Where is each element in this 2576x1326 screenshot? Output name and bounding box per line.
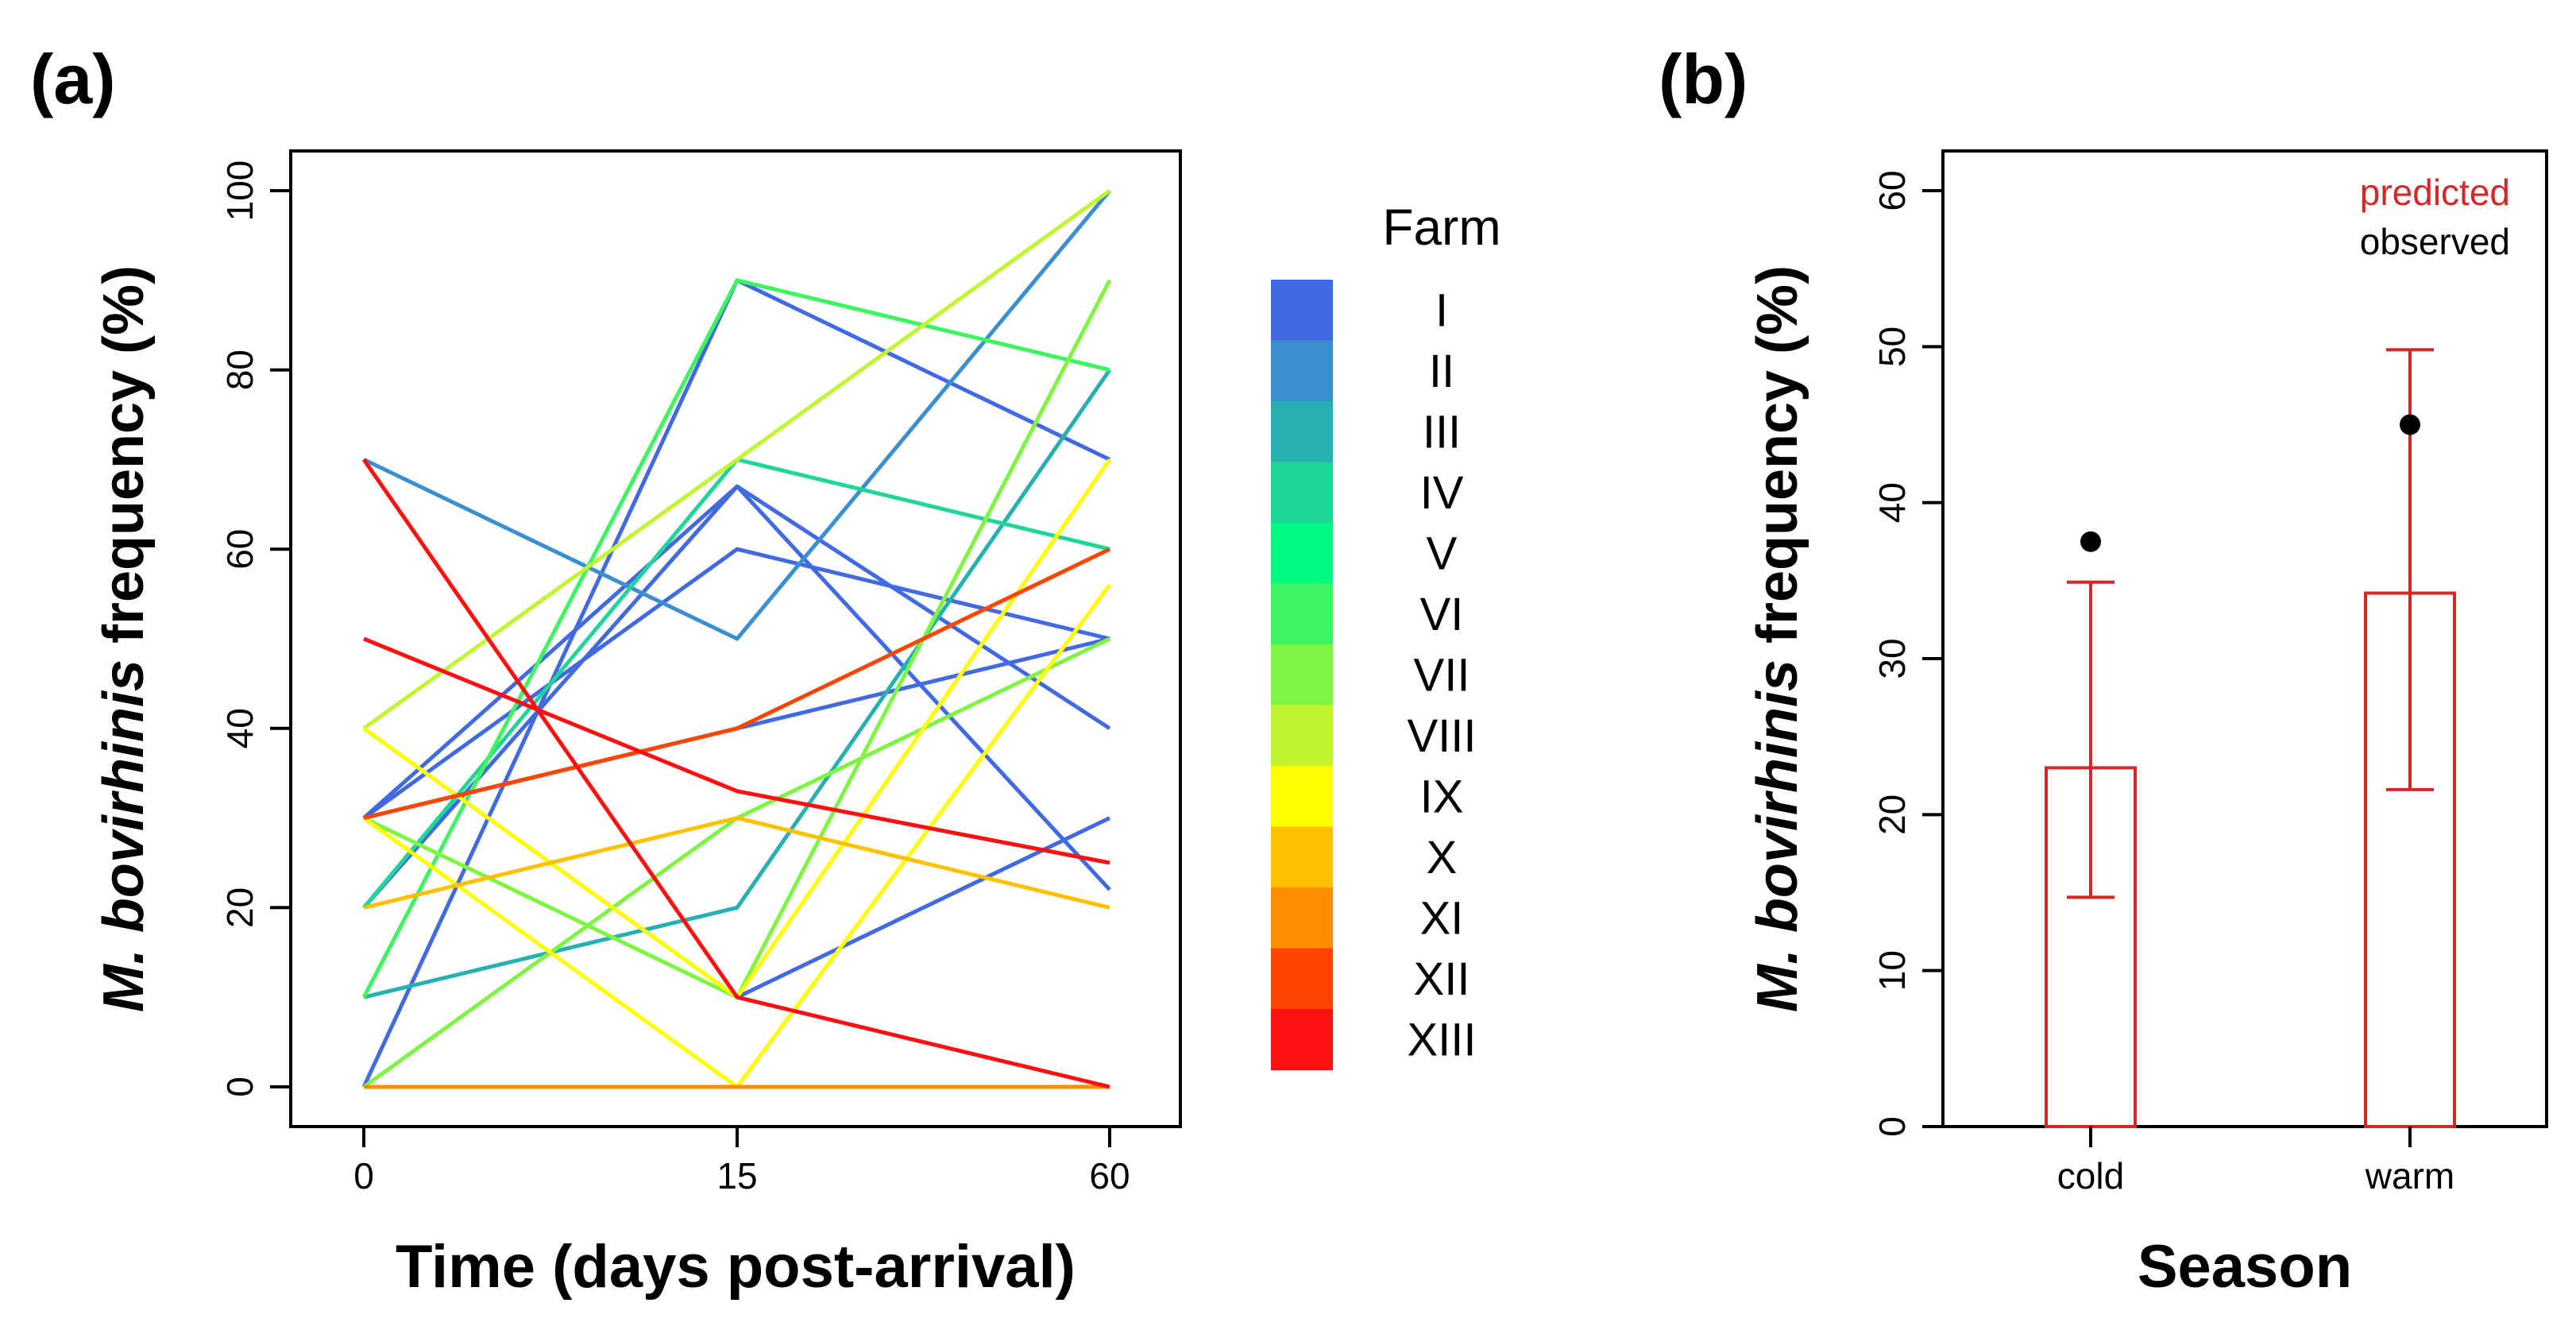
y-tick-label-50: 50 [1871,327,1913,367]
y-tick-label-30: 30 [1871,638,1913,678]
series-line-16 [363,816,1110,910]
legend-label-VI: VI [1420,589,1464,640]
legend-swatch-I [1271,280,1333,341]
observed-point-cold [2080,531,2101,552]
legend-label-IX: IX [1420,771,1464,822]
panel-b-label: (b) [1659,40,1748,118]
y-tick-label-0: 0 [219,1077,261,1097]
legend-swatch-III [1271,401,1333,462]
panel-b: (b) 0 10 20 30 40 50 60 cold warm Season M. bov… [1659,40,2548,1301]
panel-b-y-axis-title: M. bovirhinis frequency (%) [1746,265,1809,1012]
x-tick-label-warm: warm [2365,1155,2454,1196]
legend-swatch-XII [1271,948,1333,1010]
series-line-8 [363,369,1112,999]
y-tick-label-80: 80 [219,350,261,390]
series-line-13 [362,188,1111,730]
series-line-18 [363,547,1111,821]
panel-b-y-axis-title-species: M. bovirhinis [1746,659,1809,1012]
series-line-15 [362,583,1112,1089]
y-tick-label-20: 20 [219,887,261,928]
legend-observed: observed [2360,221,2510,262]
panel-a: (a) 0 20 40 60 80 100 0 15 60 Time (days post-a… [30,40,1501,1301]
series-line-11 [362,636,1111,1089]
panel-a-x-axis-title: Time (days post-arrival) [396,1233,1076,1301]
panel-b-x-axis: cold warm [2057,1127,2454,1196]
legend-label-XII: XII [1414,953,1470,1005]
legend-label-VII: VII [1414,649,1470,701]
legend-label-V: V [1427,528,1458,579]
legend-swatch-II [1271,340,1333,402]
legend-swatch-VI [1271,583,1333,645]
y-tick-label-100: 100 [219,160,261,222]
y-tick-label-40: 40 [219,708,261,748]
panel-a-y-axis-title-rest: frequency (%) [92,265,156,659]
legend-label-VIII: VIII [1407,710,1476,762]
panel-a-y-axis-title-species: M. bovirhinis [92,659,156,1012]
panel-b-bars [2045,348,2456,1129]
legend-title: Farm [1382,199,1500,256]
legend-label-I: I [1435,284,1448,336]
y-tick-label-60: 60 [1871,170,1913,211]
y-tick-label-0: 0 [1871,1116,1913,1137]
panel-a-y-axis-title: M. bovirhinis frequency (%) [92,265,156,1012]
observed-point-warm [2400,414,2420,435]
panel-a-y-axis: 0 20 40 60 80 100 [219,160,291,1097]
panel-a-label: (a) [30,40,116,118]
panel-a-x-axis: 0 15 60 [353,1127,1130,1196]
legend-label-III: III [1423,406,1461,458]
panel-a-series-lines [361,188,1112,1089]
legend-swatch-IX [1271,766,1333,827]
panel-b-plot-frame [1941,149,2548,1128]
y-tick-label-20: 20 [1871,794,1913,835]
series-line-7 [362,189,1111,641]
legend-predicted: predicted [2360,172,2510,213]
series-line-1 [362,484,1111,891]
panel-b-y-axis: 0 10 20 30 40 50 60 [1871,170,1943,1137]
y-tick-label-40: 40 [1871,482,1913,523]
series-line-19 [361,458,1110,1089]
legend-swatch-XIII [1271,1009,1333,1070]
legend-label-IV: IV [1420,467,1464,519]
legend-swatch-VIII [1271,705,1333,767]
x-tick-label-60: 60 [1089,1155,1130,1196]
legend-swatch-X [1271,826,1333,888]
legend-swatch-XI [1271,887,1333,949]
panel-b-x-axis-title: Season [2138,1233,2352,1301]
legend-label-XIII: XIII [1407,1014,1476,1065]
legend-label-II: II [1429,346,1454,397]
legend-swatch-V [1271,523,1333,584]
legend-label-XI: XI [1420,892,1464,944]
x-tick-label-cold: cold [2057,1155,2124,1196]
y-tick-label-10: 10 [1871,950,1913,991]
legend-swatch-IV [1271,462,1333,524]
series-line-20 [363,636,1110,865]
y-tick-label-60: 60 [219,529,261,570]
series-line-5 [362,484,1111,910]
legend-label-X: X [1427,832,1458,883]
series-line-10 [361,278,1110,999]
x-tick-label-15: 15 [716,1155,757,1196]
panel-b-y-axis-title-rest: frequency (%) [1746,265,1809,659]
x-tick-label-0: 0 [353,1155,374,1196]
legend-swatch-VII [1271,644,1333,706]
